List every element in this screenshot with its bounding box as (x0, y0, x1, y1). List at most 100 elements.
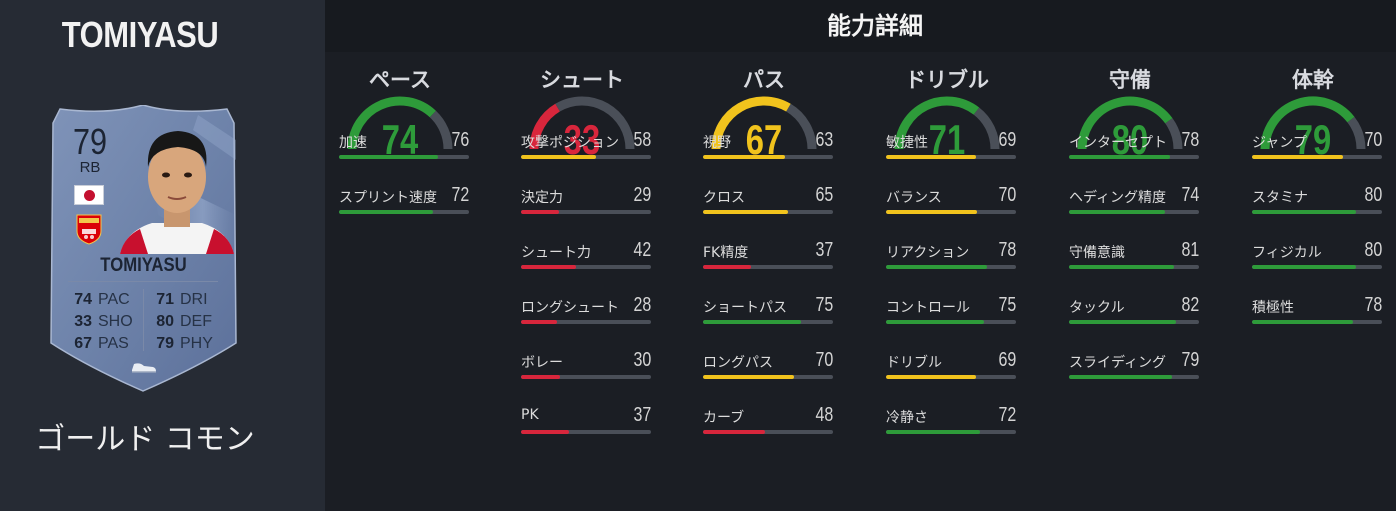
stat-bar-fill (521, 265, 576, 269)
stat-bar-fill (521, 155, 597, 159)
stat-label: フィジカル (1252, 245, 1322, 261)
stat-bar (1069, 320, 1199, 324)
stat-bar-fill (703, 155, 785, 159)
card-stat-sho: 33 SHO (74, 313, 133, 330)
stat-row: 積極性 78 (1252, 294, 1382, 337)
stat-bar (521, 265, 651, 269)
stat-bar (703, 155, 833, 159)
stat-row: 冷静さ 72 (886, 404, 1016, 447)
stat-label: 視野 (703, 135, 731, 151)
stat-label: 冷静さ (886, 410, 928, 426)
stat-bar (521, 155, 651, 159)
stat-label: 守備意識 (1069, 245, 1125, 261)
group-title: 体幹 (1292, 68, 1334, 92)
stat-value: 75 (998, 294, 1016, 316)
card-stat-def: 80 DEF (156, 313, 212, 330)
stat-value: 37 (815, 239, 833, 261)
stat-row: クロス 65 (703, 184, 833, 227)
stat-label: ロングパス (703, 355, 773, 371)
gauge-fill (711, 96, 791, 150)
stat-label: スライディング (1069, 355, 1167, 371)
stat-bar-fill (703, 210, 788, 214)
stat-value: 80 (1364, 239, 1382, 261)
stat-label: ショートパス (703, 300, 787, 316)
stat-bar-fill (1069, 210, 1166, 214)
stat-value: 48 (815, 404, 833, 426)
card-player-name: TOMIYASU (100, 255, 187, 276)
stat-label: タックル (1069, 300, 1125, 316)
group-title: ペース (369, 68, 431, 92)
card-stat-pac: 74 PAC (74, 291, 130, 308)
stat-value: 82 (1181, 294, 1199, 316)
arsenal-crest-icon (76, 214, 102, 245)
stat-bar (886, 375, 1016, 379)
card-stats-left: 74 PAC 33 SHO 67 PAS (70, 289, 133, 355)
stat-bar-fill (886, 375, 976, 379)
gauge-icon (347, 96, 453, 150)
attributes-header: 能力詳細 (325, 0, 1396, 52)
card-position: RB (79, 159, 101, 176)
gauge-track (555, 96, 635, 150)
stat-bar (521, 430, 651, 434)
stat-row: ヘディング精度 74 (1069, 184, 1199, 227)
stat-bar-fill (886, 320, 984, 324)
stat-value: 80 (1364, 184, 1382, 206)
stat-bar-fill (703, 375, 794, 379)
stat-label: 攻撃ポジション (521, 135, 619, 151)
gauge-fill (347, 96, 436, 150)
stat-row: コントロール 75 (886, 294, 1016, 337)
stat-row: PK 37 (521, 404, 651, 447)
stat-label: スプリント速度 (339, 190, 437, 206)
stat-label: PK (521, 407, 539, 423)
stat-bar-fill (1069, 265, 1175, 269)
stat-row: スプリント速度 72 (339, 184, 469, 227)
stat-value: 72 (998, 404, 1016, 426)
stat-value: 76 (451, 129, 469, 151)
gauge-icon (711, 96, 817, 150)
card-stat-pas: 67 PAS (74, 335, 129, 352)
stat-bar (886, 265, 1016, 269)
stat-row: 決定力 29 (521, 184, 651, 227)
attribute-group: ドリブル 71 敏捷性 69 バランス 70 リアクション 78 コントロール 75 ドリブル 69 冷… (872, 52, 1054, 511)
stat-bar-fill (886, 265, 988, 269)
stat-value: 69 (998, 349, 1016, 371)
stat-value: 70 (998, 184, 1016, 206)
stat-row: フィジカル 80 (1252, 239, 1382, 282)
stat-label: ロングシュート (521, 300, 619, 316)
stat-value: 72 (451, 184, 469, 206)
stat-row: 敏捷性 69 (886, 129, 1016, 172)
stat-bar-fill (703, 320, 801, 324)
player-name: TOMIYASU (61, 14, 219, 55)
stat-row: スライディング 79 (1069, 349, 1199, 392)
stat-bar (1252, 265, 1382, 269)
stat-value: 70 (815, 349, 833, 371)
stat-bar (339, 155, 469, 159)
stat-bar-fill (703, 430, 766, 434)
stat-value: 30 (633, 349, 651, 371)
gauge-track (1165, 118, 1183, 150)
stat-row: ドリブル 69 (886, 349, 1016, 392)
stat-bar (703, 210, 833, 214)
player-photo-icon (120, 131, 234, 254)
stat-row: バランス 70 (886, 184, 1016, 227)
stat-value: 28 (633, 294, 651, 316)
gauge-track (785, 103, 817, 150)
stat-label: インターセプト (1069, 135, 1167, 151)
stat-bar (521, 320, 651, 324)
stat-bar-fill (521, 430, 570, 434)
stat-label: コントロール (886, 300, 970, 316)
stat-label: 敏捷性 (886, 135, 928, 151)
stat-value: 58 (633, 129, 651, 151)
stat-value: 78 (998, 239, 1016, 261)
stat-row: ロングシュート 28 (521, 294, 651, 337)
stat-label: クロス (703, 190, 745, 206)
stat-bar-fill (521, 210, 559, 214)
player-panel: TOMIYASU 79 RB (0, 0, 325, 511)
stat-value: 74 (1181, 184, 1199, 206)
japan-flag-icon (74, 185, 104, 205)
stat-bar-fill (1252, 210, 1356, 214)
gauge-fill (1260, 96, 1355, 150)
player-card[interactable]: 79 RB TOMIYASU 74 PAC 33 SHO 67 PAS (48, 105, 239, 393)
card-divider (68, 281, 218, 282)
stat-bar (886, 430, 1016, 434)
